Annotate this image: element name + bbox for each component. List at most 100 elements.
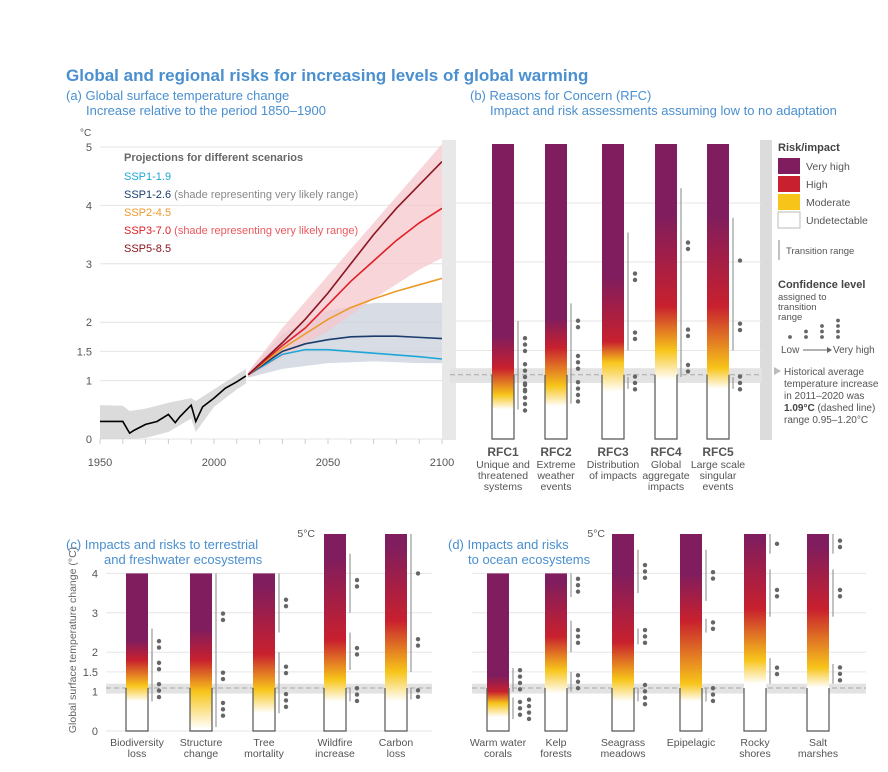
confidence-dot [220, 617, 226, 623]
panel-d-title-line2: to ocean ecosystems [468, 552, 591, 567]
bar-outline [486, 688, 510, 732]
confidence-dot [517, 706, 523, 711]
category-label: corals [484, 748, 512, 760]
confidence-dot [354, 584, 360, 589]
uncertainty-band [248, 302, 442, 378]
legend-confidence-dot [788, 335, 792, 339]
confidence-dot [517, 687, 523, 692]
confidence-dot [220, 700, 226, 706]
confidence-dot [522, 362, 528, 367]
legend-swatch-high [778, 176, 800, 192]
confidence-dot [632, 374, 638, 379]
confidence-dot [354, 577, 360, 583]
confidence-dot [220, 676, 226, 682]
confidence-dot [354, 645, 360, 651]
confidence-dot [575, 679, 581, 684]
legend-risk-title: Risk/impact [778, 142, 840, 154]
confidence-dot [737, 258, 743, 263]
category-label: singular [700, 470, 737, 482]
confidence-dot [575, 380, 581, 385]
category-label: Tree [253, 737, 274, 749]
bar-outline [323, 688, 347, 732]
risk-bar [190, 573, 212, 731]
confidence-dot [415, 643, 421, 648]
confidence-dot [517, 667, 523, 673]
legend-low-label: Low [781, 345, 800, 356]
bar-outline [806, 688, 830, 732]
confidence-dot [710, 685, 716, 691]
legend-level-label: Undetectable [806, 215, 868, 227]
confidence-dot [774, 594, 780, 599]
arrow-right-icon [827, 347, 832, 353]
confidence-dot [632, 330, 638, 335]
confidence-dot [642, 695, 648, 700]
category-label: threatened [478, 470, 528, 482]
category-label: Extreme [536, 459, 575, 471]
category-label: Structure [180, 737, 223, 749]
confidence-dot [156, 638, 162, 644]
confidence-dot [526, 703, 532, 709]
confidence-dot [642, 682, 648, 688]
bar-outline [544, 374, 568, 440]
confidence-dot [575, 392, 581, 398]
panel-b-title-line1: (b) Reasons for Concern (RFC) [470, 88, 652, 103]
category-label: shores [739, 748, 771, 760]
confidence-dot [837, 538, 843, 543]
confidence-dot [517, 680, 523, 686]
category-label: change [184, 748, 219, 760]
confidence-dot [837, 587, 843, 593]
legend-confidence-sub: assigned to [778, 292, 827, 303]
confidence-dot [526, 697, 532, 702]
confidence-dot [685, 333, 691, 339]
confidence-dot [220, 713, 226, 718]
bar-outline [384, 688, 408, 732]
y-tick-label: 0 [86, 434, 92, 446]
confidence-dot [575, 634, 581, 639]
y-tick-label: 1 [92, 687, 98, 699]
confidence-dot [737, 374, 743, 379]
confidence-dot [526, 710, 532, 715]
series-line-ssp5-8-5 [247, 161, 443, 376]
confidence-dot [710, 692, 716, 697]
confidence-dot [575, 627, 581, 633]
legend-historical-dashed-note: (dashed line) [815, 403, 876, 414]
legend-historical-range: range 0.95–1.20°C [784, 415, 868, 426]
category-label: Biodiversity [110, 737, 164, 749]
category-label: mortality [244, 748, 284, 760]
category-label: Carbon [379, 737, 414, 749]
confidence-dot [220, 707, 226, 712]
legend-confidence-dot [820, 324, 824, 328]
bar-outline [544, 688, 568, 732]
category-label: Distribution [587, 459, 640, 471]
confidence-dot [517, 674, 523, 679]
bar-outline [743, 688, 767, 732]
legend-swatch-undetectable [777, 211, 801, 229]
panel-d-title: (d) Impacts and risks to ocean ecosystem… [448, 537, 590, 567]
legend-note: (shade representing very likely range) [171, 189, 358, 201]
risk-bar [492, 144, 514, 439]
confidence-dot [283, 603, 289, 609]
y-tick-label: 4 [92, 568, 98, 580]
risk-bar [744, 534, 766, 731]
legend-confidence-sub: range [778, 312, 802, 323]
confidence-dot [415, 694, 421, 699]
y-tick-label: 0 [92, 726, 98, 738]
bar-outline [125, 688, 149, 732]
panel-a-title-line1: (a) Global surface temperature change [66, 88, 290, 103]
panel-b-title: (b) Reasons for Concern (RFC) Impact and… [470, 88, 837, 118]
confidence-dot [710, 576, 716, 581]
confidence-dot [156, 660, 162, 665]
y-axis-unit: °C [80, 128, 91, 139]
confidence-dot [837, 671, 843, 677]
legend-entry: SSP3-7.0 (shade representing very likely… [124, 225, 358, 237]
bar-outline [611, 688, 635, 732]
confidence-dot [415, 636, 421, 642]
confidence-dot [522, 408, 528, 413]
confidence-dot [642, 640, 648, 646]
y-tick-label: 5 [86, 142, 92, 154]
series-line-ssp1-1-9 [247, 348, 443, 376]
category-label: forests [540, 748, 572, 760]
confidence-dot [156, 666, 162, 672]
category-label: marshes [798, 748, 838, 760]
confidence-dot [774, 587, 780, 593]
